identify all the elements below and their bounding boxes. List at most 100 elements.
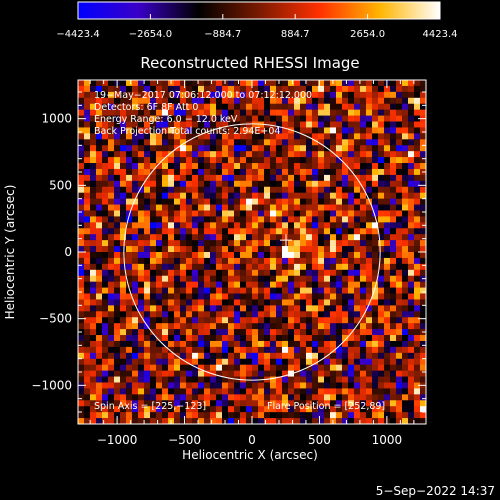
heatmap-cell <box>318 323 325 330</box>
heatmap-cell <box>318 340 325 348</box>
heatmap-cell <box>150 287 157 294</box>
heatmap-cell <box>384 358 391 366</box>
heatmap-cell <box>84 210 91 217</box>
heatmap-cell <box>84 246 91 253</box>
heatmap-cell <box>354 311 361 318</box>
heatmap-cell <box>342 269 349 277</box>
heatmap-cell <box>378 352 385 360</box>
heatmap-cell <box>90 174 97 182</box>
heatmap-cell <box>132 287 139 294</box>
heatmap-cell <box>390 133 397 140</box>
heatmap-cell <box>198 257 205 265</box>
heatmap-cell <box>396 269 403 277</box>
heatmap-cell <box>126 210 133 217</box>
heatmap-cell <box>156 299 163 306</box>
heatmap-cell <box>156 246 163 253</box>
heatmap-cell <box>336 210 343 217</box>
heatmap-cell <box>372 263 379 271</box>
heatmap-cell <box>108 234 115 241</box>
heatmap-cell <box>126 103 133 111</box>
heatmap-cell <box>222 210 229 217</box>
heatmap-cell <box>108 287 115 294</box>
heatmap-cell <box>108 388 115 395</box>
heatmap-cell <box>354 115 361 122</box>
heatmap-cell <box>324 340 331 348</box>
heatmap-cell <box>150 186 157 194</box>
heatmap-cell <box>378 198 385 205</box>
heatmap-cell <box>366 168 373 176</box>
heatmap-cell <box>150 394 157 401</box>
heatmap-cell <box>276 358 283 366</box>
heatmap-cell <box>330 216 337 223</box>
heatmap-cell <box>96 80 103 87</box>
heatmap-cell <box>204 370 211 377</box>
heatmap-cell <box>354 364 361 372</box>
heatmap-cell <box>366 311 373 318</box>
heatmap-cell <box>300 133 307 140</box>
heatmap-cell <box>324 400 331 407</box>
heatmap-cell <box>192 382 199 389</box>
heatmap-cell <box>318 80 325 87</box>
heatmap-cell <box>174 287 181 294</box>
heatmap-cell <box>78 198 85 205</box>
heatmap-cell <box>336 275 343 283</box>
heatmap-cell <box>282 163 289 170</box>
heatmap-cell <box>204 388 211 395</box>
heatmap-cell <box>96 180 103 188</box>
heatmap-cell <box>330 394 337 401</box>
heatmap-cell <box>180 269 187 277</box>
heatmap-cell <box>180 115 187 122</box>
heatmap-cell <box>102 216 109 223</box>
heatmap-cell <box>192 352 199 360</box>
heatmap-cell <box>378 364 385 372</box>
heatmap-cell <box>366 145 373 152</box>
heatmap-cell <box>222 157 229 164</box>
heatmap-cell <box>396 174 403 182</box>
heatmap-cell <box>336 216 343 223</box>
heatmap-cell <box>354 139 361 146</box>
heatmap-cell <box>120 346 127 354</box>
heatmap-cell <box>228 352 235 360</box>
heatmap-cell <box>84 157 91 164</box>
heatmap-cell <box>270 163 277 170</box>
heatmap-cell <box>198 246 205 253</box>
heatmap-cell <box>84 115 91 122</box>
heatmap-cell <box>150 346 157 354</box>
heatmap-cell <box>162 168 169 176</box>
heatmap-cell <box>318 85 325 93</box>
heatmap-cell <box>378 329 385 336</box>
heatmap-cell <box>168 317 175 324</box>
heatmap-cell <box>168 180 175 188</box>
heatmap-cell <box>174 234 181 241</box>
heatmap-cell <box>402 168 409 176</box>
heatmap-cell <box>108 394 115 401</box>
heatmap-cell <box>102 168 109 176</box>
heatmap-cell <box>294 394 301 401</box>
heatmap-cell <box>390 287 397 294</box>
heatmap-cell <box>420 263 426 271</box>
heatmap-cell <box>336 263 343 271</box>
heatmap-cell <box>282 216 289 223</box>
heatmap-cell <box>186 335 193 342</box>
heatmap-cell <box>222 198 229 205</box>
heatmap-cell <box>414 115 421 122</box>
heatmap-cell <box>204 287 211 294</box>
heatmap-cell <box>102 103 109 111</box>
heatmap-cell <box>114 246 121 253</box>
heatmap-cell <box>312 394 319 401</box>
heatmap-cell <box>174 346 181 354</box>
heatmap-cell <box>408 340 415 348</box>
heatmap-cell <box>114 198 121 205</box>
heatmap-cell <box>318 352 325 360</box>
heatmap-cell <box>330 388 337 395</box>
heatmap-cell <box>114 216 121 223</box>
heatmap-cell <box>162 275 169 283</box>
heatmap-cell <box>204 352 211 360</box>
heatmap-cell <box>144 358 151 366</box>
heatmap-cell <box>294 97 301 105</box>
heatmap-cell <box>306 287 313 294</box>
heatmap-cell <box>204 406 211 413</box>
heatmap-cell <box>84 109 91 116</box>
heatmap-cell <box>264 234 271 241</box>
heatmap-cell <box>186 97 193 105</box>
